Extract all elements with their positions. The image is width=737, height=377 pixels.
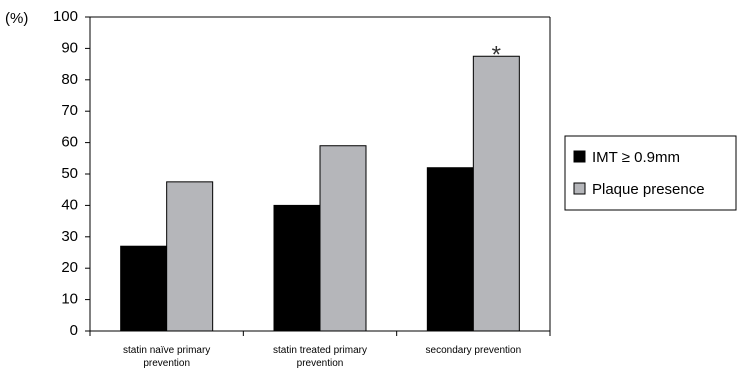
legend: IMT ≥ 0.9mm Plaque presence [564, 135, 737, 211]
y-tick-label: 20 [61, 259, 78, 276]
y-axis-unit-label: (%) [5, 10, 28, 27]
y-tick-label: 80 [61, 71, 78, 88]
y-tick-label: 50 [61, 165, 78, 182]
y-tick-label: 90 [61, 39, 78, 56]
bar-plaque-2 [472, 55, 520, 332]
x-category-label: secondary prevention [426, 345, 522, 356]
plot-area: 0 10 20 30 40 50 60 70 80 90 100 statin naïve prima… [53, 8, 551, 369]
y-tick-label: 10 [61, 291, 78, 308]
bar-plaque-1 [319, 145, 367, 332]
x-category-label: statin treated primary prevention [273, 345, 367, 369]
y-tick-label: 60 [61, 134, 78, 151]
bar-plaque-0 [166, 181, 214, 332]
legend-label: IMT ≥ 0.9mm [592, 149, 680, 166]
legend-swatch [573, 182, 586, 195]
y-tick-label: 70 [61, 102, 78, 119]
x-category-label: statin naïve primary prevention [123, 345, 210, 369]
y-tick-label: 30 [61, 228, 78, 245]
bar-imt-0 [120, 245, 168, 332]
y-tick-label: 0 [70, 322, 78, 339]
bar-imt-1 [273, 204, 321, 332]
y-tick-label: 100 [53, 8, 78, 25]
legend-box [564, 135, 737, 211]
y-tick-label: 40 [61, 196, 78, 213]
legend-swatch [573, 150, 586, 163]
legend-label: Plaque presence [592, 181, 705, 198]
significance-asterisk: * [492, 41, 501, 68]
bar-imt-2 [426, 167, 474, 332]
